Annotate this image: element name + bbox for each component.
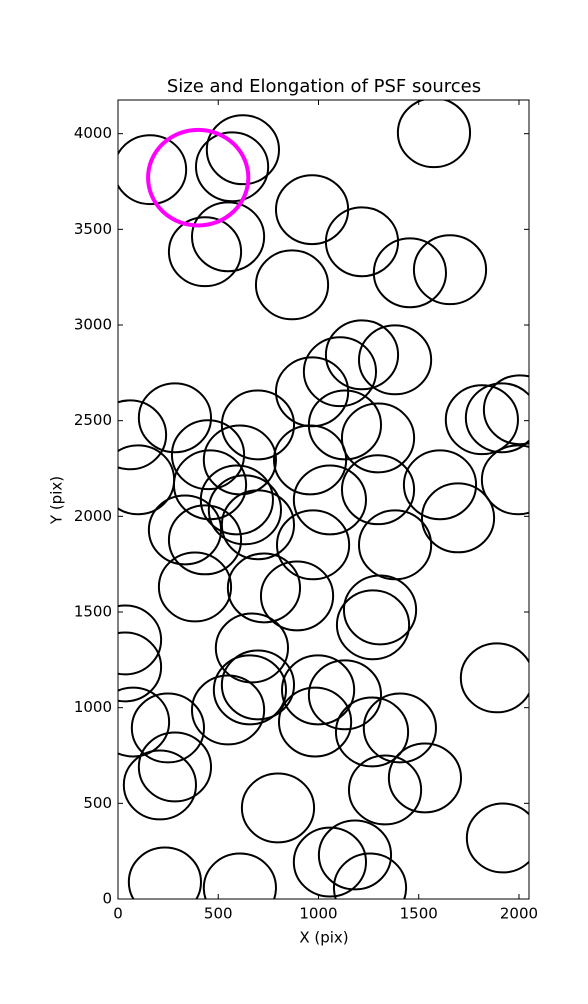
psf-ellipse (118, 686, 171, 758)
psf-ellipse (277, 686, 353, 758)
psf-ellipse (157, 551, 233, 623)
psf-ellipse (480, 444, 529, 516)
psf-ellipse (342, 574, 418, 646)
psf-ellipse (420, 482, 496, 554)
psf-ellipse (272, 424, 348, 496)
psf-ellipse (464, 382, 529, 454)
psf-ellipse (118, 399, 168, 471)
psf-ellipse (334, 696, 410, 768)
psf-ellipse (226, 552, 302, 624)
psf-ellipse (412, 234, 488, 306)
psf-ellipse (280, 654, 356, 726)
psf-ellipse (340, 454, 416, 526)
psf-ellipse (275, 509, 351, 581)
psf-ellipse (332, 852, 408, 899)
psf-ellipse (372, 237, 447, 309)
y-tick-label: 4000 (74, 124, 112, 142)
psf-ellipse (167, 504, 243, 576)
psf-ellipse (307, 659, 383, 731)
x-axis-label: X (pix) (299, 929, 348, 947)
y-tick-label: 1500 (74, 603, 112, 621)
psf-ellipse (207, 474, 282, 546)
psf-ellipse (190, 674, 266, 746)
y-tick-label: 2000 (74, 507, 112, 525)
y-tick-label: 0 (102, 890, 112, 908)
psf-ellipse (205, 114, 280, 186)
plot-frame (117, 99, 530, 900)
y-tick-label: 500 (83, 794, 112, 812)
psf-ellipse (396, 100, 472, 169)
psf-ellipse (292, 464, 368, 536)
x-tick-label: 2000 (500, 905, 538, 923)
psf-ellipse (465, 802, 529, 874)
psf-ellipse (259, 560, 335, 632)
psf-ellipse (317, 819, 393, 891)
y-axis-label: Y (pix) (48, 476, 66, 525)
psf-ellipse (482, 374, 529, 446)
psf-ellipse (387, 742, 463, 814)
psf-ellipse (147, 494, 223, 566)
psf-ellipse (347, 754, 423, 826)
psf-ellipse (170, 419, 246, 491)
y-tick-label: 3500 (74, 220, 112, 238)
psf-ellipse (220, 489, 296, 561)
psf-ellipse (292, 826, 368, 898)
psf-ellipse (362, 692, 437, 764)
psf-ellipse (194, 131, 270, 203)
psf-ellipse (118, 631, 163, 703)
psf-ellipse (130, 692, 206, 764)
y-tick-label: 2500 (74, 411, 112, 429)
y-tick-label: 3000 (74, 316, 112, 334)
plot-area (118, 100, 529, 899)
x-tick-label: 0 (113, 905, 123, 923)
psf-ellipse (167, 216, 243, 288)
psf-ellipse (335, 589, 411, 661)
psf-ellipse (118, 604, 163, 676)
y-tick-label: 1000 (74, 698, 112, 716)
psf-ellipse (122, 749, 197, 821)
psf-ellipse (302, 336, 378, 408)
psf-ellipse (444, 384, 519, 456)
psf-ellipse (127, 846, 202, 899)
psf-ellipse (459, 642, 529, 714)
psf-ellipse (212, 654, 288, 726)
x-tick-label: 500 (204, 905, 233, 923)
psf-ellipse (220, 389, 296, 461)
x-tick-label: 1000 (299, 905, 337, 923)
psf-ellipse (202, 852, 277, 899)
x-tick-label: 1500 (400, 905, 438, 923)
psf-ellipse (146, 127, 251, 228)
psf-ellipse (324, 206, 400, 278)
psf-ellipse (340, 402, 416, 474)
psf-ellipse (240, 772, 316, 844)
psf-ellipse (137, 731, 213, 803)
psf-ellipse (220, 649, 296, 721)
chart-title: Size and Elongation of PSF sources (167, 76, 481, 97)
psf-ellipse (118, 134, 188, 206)
psf-ellipse (190, 201, 266, 273)
psf-ellipse (357, 324, 433, 396)
psf-ellipse (324, 319, 400, 391)
psf-ellipse (214, 612, 290, 684)
psf-ellipse (402, 449, 478, 521)
psf-ellipse (254, 249, 330, 321)
psf-ellipse (137, 382, 213, 454)
